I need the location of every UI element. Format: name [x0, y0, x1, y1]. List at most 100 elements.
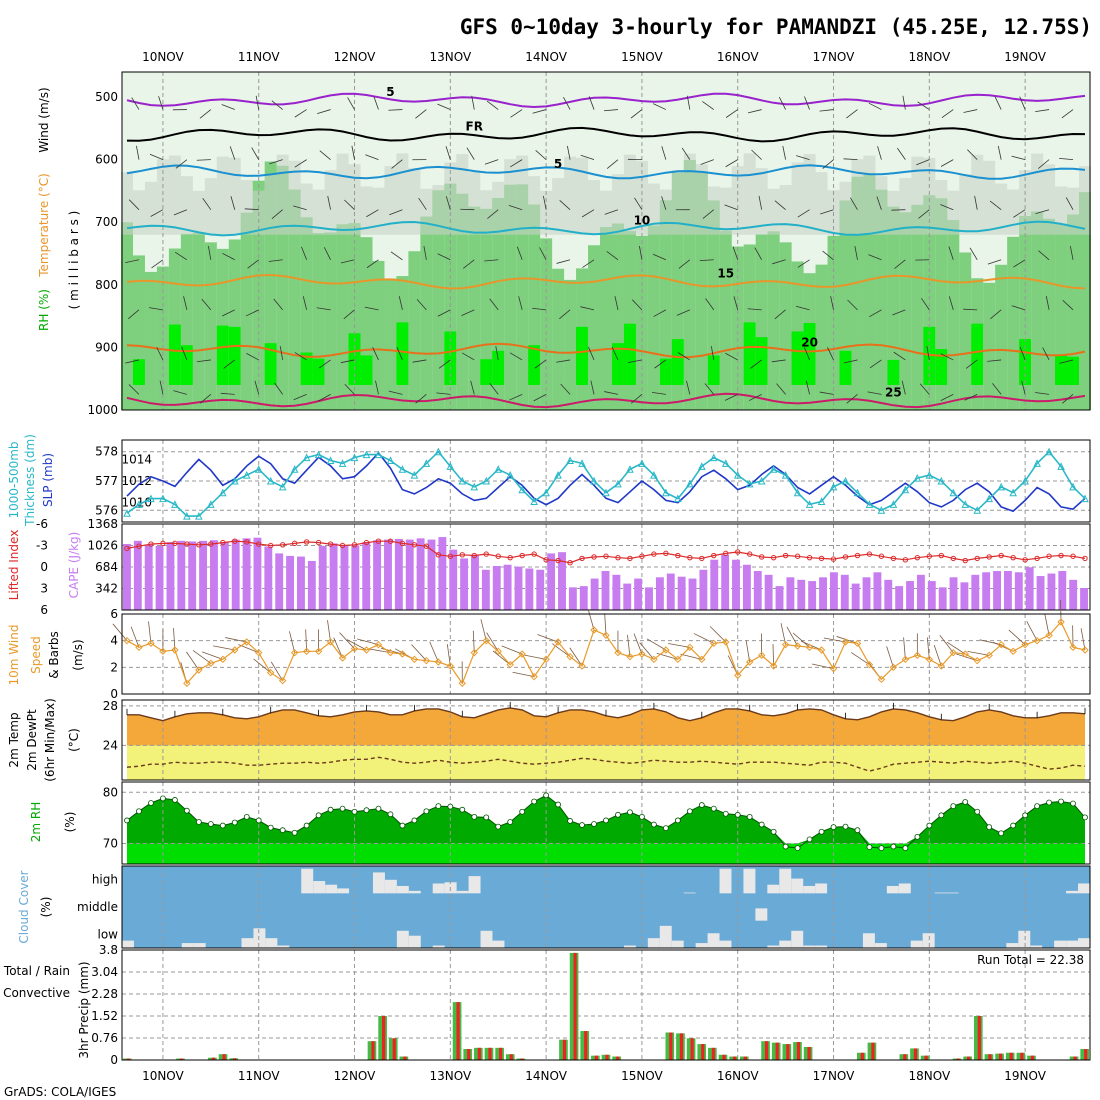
wind-barb — [876, 196, 882, 210]
rh-band — [743, 153, 756, 235]
wind-barb — [207, 245, 212, 260]
rh-marker — [243, 813, 250, 820]
thickness-marker — [183, 512, 191, 520]
wind-barb — [725, 352, 738, 361]
wind-barb — [989, 200, 1002, 211]
wind-barb — [653, 309, 667, 317]
precip-convective-bar — [924, 1055, 928, 1060]
wind-barb — [846, 109, 858, 119]
thickness-marker — [135, 500, 143, 508]
cape-bar — [786, 577, 795, 610]
thickness-marker — [171, 500, 179, 508]
precip-convective-bar — [382, 1016, 386, 1060]
rh-marker — [794, 845, 801, 852]
wind-barb — [125, 259, 140, 264]
wind-barb — [372, 347, 379, 361]
thickness-marker — [865, 500, 874, 508]
cape-tick-label: 684 — [95, 560, 118, 574]
wind-speed-marker — [853, 639, 862, 648]
wind-barb — [868, 102, 882, 110]
thickness-marker — [554, 471, 562, 479]
rh-band — [743, 322, 756, 385]
cloud-bar — [337, 888, 350, 894]
cape-bar — [819, 577, 827, 610]
rh-marker — [483, 814, 490, 821]
cloud-bar — [946, 892, 959, 894]
thickness-marker — [662, 488, 670, 497]
rh-band — [552, 178, 565, 235]
thickness-marker — [745, 479, 754, 488]
wind-speed-marker — [470, 648, 478, 657]
cape-bar — [471, 554, 479, 610]
rh-marker — [1022, 812, 1029, 819]
precip-convective-bar — [233, 1058, 237, 1060]
wind10m-panel: 0 2 4 6 10m Wind Speed & Barbs (m/s) — [7, 599, 1091, 701]
rh-band — [264, 174, 277, 235]
rh-band — [180, 176, 193, 235]
wind-speed-marker — [901, 655, 910, 664]
cloud-bar — [492, 940, 505, 948]
cape-bar — [742, 564, 751, 610]
panel-border — [121, 523, 1091, 611]
cloud-bar — [683, 892, 696, 894]
wind-barb — [196, 359, 211, 363]
rh-band — [228, 157, 241, 235]
isotherm-line — [126, 342, 1086, 359]
rh-band — [384, 166, 397, 235]
cape-bar — [1058, 571, 1067, 610]
thickness-marker — [686, 479, 694, 488]
wind-barb — [253, 658, 271, 673]
wind-speed-marker — [674, 655, 682, 664]
rh-band — [360, 355, 373, 385]
rh-band — [983, 282, 996, 410]
wind-barb — [854, 245, 858, 260]
rh-band — [384, 278, 397, 410]
rh-band — [1031, 211, 1044, 410]
lifted-index-marker — [735, 549, 741, 555]
rh-band — [1079, 166, 1091, 235]
cloud-layer-label: middle — [77, 900, 118, 914]
wind-speed-marker — [482, 636, 490, 645]
rh-band — [779, 242, 792, 410]
lifted-index-marker — [1010, 554, 1016, 561]
rh-band — [611, 174, 624, 235]
rh-band — [875, 176, 888, 235]
rh-marker — [818, 828, 825, 835]
cape-tick-label: 1368 — [87, 517, 118, 531]
wind-barb — [569, 647, 583, 667]
thickness-marker — [614, 479, 622, 488]
thickness-marker — [638, 459, 646, 467]
wind-barb — [150, 209, 164, 217]
wind-barb — [222, 252, 235, 261]
rh-band — [839, 181, 852, 235]
rh-band — [564, 279, 577, 410]
wind-barb — [780, 623, 787, 645]
wind-speed-marker — [434, 658, 443, 666]
wind-barb — [418, 197, 427, 210]
thickness-marker — [542, 488, 550, 497]
lifted-index-marker — [914, 554, 921, 561]
wind-barb — [254, 380, 260, 395]
cape-bar — [623, 583, 632, 610]
wind-barb — [343, 309, 355, 320]
cloud-bar — [647, 938, 660, 948]
rh-band — [731, 246, 744, 410]
wind-barb — [745, 640, 751, 663]
rh-band — [947, 220, 960, 410]
wind-speed-marker — [410, 655, 419, 664]
wind-barb — [271, 209, 283, 219]
lifted-index-marker — [878, 553, 885, 559]
wind-barb — [686, 95, 691, 110]
rh-band — [779, 185, 792, 235]
wind-barb — [606, 251, 619, 261]
wind-speed-marker — [290, 648, 299, 657]
thickness-tick-label: 576 — [95, 503, 118, 517]
rh-band — [336, 153, 349, 235]
lifted-index-marker — [782, 552, 789, 559]
rh-marker — [866, 844, 873, 850]
wind-speed-marker — [1057, 618, 1065, 626]
wind-speed-marker — [255, 648, 263, 657]
wind-barb — [317, 109, 331, 115]
precip-convective-bar — [796, 1042, 801, 1060]
precip-convective-bar — [509, 1054, 513, 1060]
